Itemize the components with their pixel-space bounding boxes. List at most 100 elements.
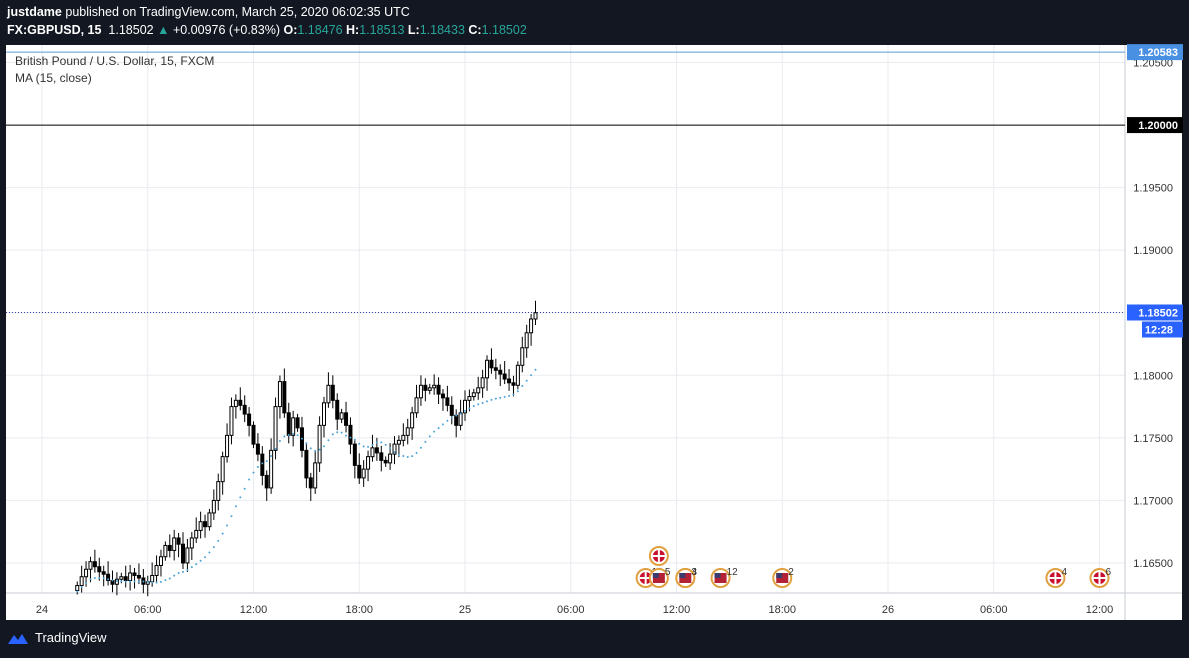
candle-body	[396, 439, 401, 445]
ma-point	[230, 515, 233, 518]
y-tick-label: 1.20500	[1133, 58, 1173, 70]
ma-point	[516, 390, 519, 393]
ma-point	[151, 581, 154, 584]
candle-body	[352, 443, 357, 466]
ma-point	[380, 441, 383, 444]
ma-point	[305, 442, 308, 445]
us-flag-canton	[652, 573, 659, 578]
ma-point	[499, 396, 502, 399]
high-label: H:	[346, 23, 360, 37]
footer-brand[interactable]: TradingView	[7, 630, 107, 645]
event-count-label: 12	[727, 567, 739, 578]
candle-body	[291, 417, 296, 436]
ma-point	[146, 580, 149, 583]
x-tick-label: 12:00	[1086, 604, 1114, 616]
candle-body	[167, 544, 172, 551]
candle-body	[233, 399, 238, 408]
ma-point	[107, 578, 110, 581]
ma-point	[309, 447, 312, 450]
candle-body	[211, 499, 216, 514]
ma-point	[349, 436, 352, 439]
ma-point	[186, 568, 189, 571]
ma-point	[472, 404, 475, 407]
candle-body	[401, 434, 406, 441]
ma-point	[274, 447, 277, 450]
ma-point	[503, 395, 506, 398]
x-tick-label: 12:00	[663, 604, 691, 616]
candle-body	[379, 452, 384, 461]
indicator-label[interactable]: MA (15, close)	[15, 71, 92, 85]
author-name[interactable]: justdame	[7, 5, 62, 19]
candle-body	[388, 453, 393, 464]
ma-point	[318, 448, 321, 451]
tradingview-logo-icon	[8, 633, 28, 644]
candle-body	[502, 373, 507, 380]
candle-body	[163, 544, 168, 558]
ma-point	[270, 455, 273, 458]
x-tick-label: 18:00	[768, 604, 796, 616]
candle-body	[344, 412, 349, 426]
ma-point	[283, 435, 286, 438]
ma-point	[336, 431, 339, 434]
ma-point	[93, 576, 96, 579]
candle-body	[203, 521, 208, 528]
ma-point	[111, 579, 114, 582]
ma-point	[80, 586, 83, 589]
ma-point	[177, 571, 180, 574]
candle-body	[405, 427, 410, 436]
candle-body	[154, 564, 159, 576]
candle-body	[176, 537, 181, 545]
price-tag-label: 1.20583	[1138, 47, 1178, 59]
y-tick-label: 1.19000	[1133, 245, 1173, 257]
ma-point	[278, 440, 281, 443]
candle-body	[277, 381, 282, 408]
event-count-label: 5	[665, 567, 671, 578]
y-tick-label: 1.18000	[1133, 370, 1173, 382]
candle-body	[273, 406, 278, 451]
candle-body	[322, 402, 326, 426]
ma-point	[142, 580, 145, 583]
ma-point	[314, 449, 317, 452]
x-tick-label: 06:00	[557, 604, 585, 616]
candle-body	[194, 529, 199, 539]
candle-body	[79, 576, 84, 586]
ma-point	[164, 579, 167, 582]
ma-point	[76, 590, 79, 593]
x-tick-label: 12:00	[240, 604, 268, 616]
candle-body	[128, 572, 133, 581]
candle-body	[485, 359, 490, 379]
ma-point	[534, 368, 537, 371]
candle-body	[84, 568, 89, 578]
chart-title: British Pound / U.S. Dollar, 15, FXCM	[15, 54, 215, 68]
ma-point	[323, 445, 325, 448]
candle-body	[515, 364, 520, 386]
candle-body	[458, 412, 463, 426]
candle-body	[445, 397, 450, 406]
candle-body	[136, 574, 141, 579]
candle-body	[511, 382, 516, 386]
publish-info: published on TradingView.com, March 25, …	[65, 5, 410, 19]
candle-body	[185, 547, 190, 564]
ma-point	[155, 581, 158, 584]
candle-body	[480, 377, 485, 389]
ma-point	[402, 454, 405, 457]
ma-point	[530, 374, 533, 377]
ma-point	[353, 438, 356, 441]
x-tick-label: 25	[459, 604, 471, 616]
candle-body	[476, 387, 481, 394]
x-tick-label: 06:00	[134, 604, 162, 616]
ma-point	[120, 580, 123, 583]
ma-point	[521, 385, 524, 388]
candle-body	[251, 424, 256, 445]
price-tag-label: 1.20000	[1138, 120, 1178, 132]
candle-body	[189, 537, 194, 549]
ma-point	[512, 393, 515, 396]
candle-body	[304, 449, 309, 479]
ma-point	[217, 539, 220, 542]
ma-point	[133, 580, 136, 583]
ma-point	[221, 532, 224, 535]
ma-point	[455, 414, 458, 417]
ma-point	[137, 580, 140, 583]
brand-label: TradingView	[35, 630, 107, 645]
